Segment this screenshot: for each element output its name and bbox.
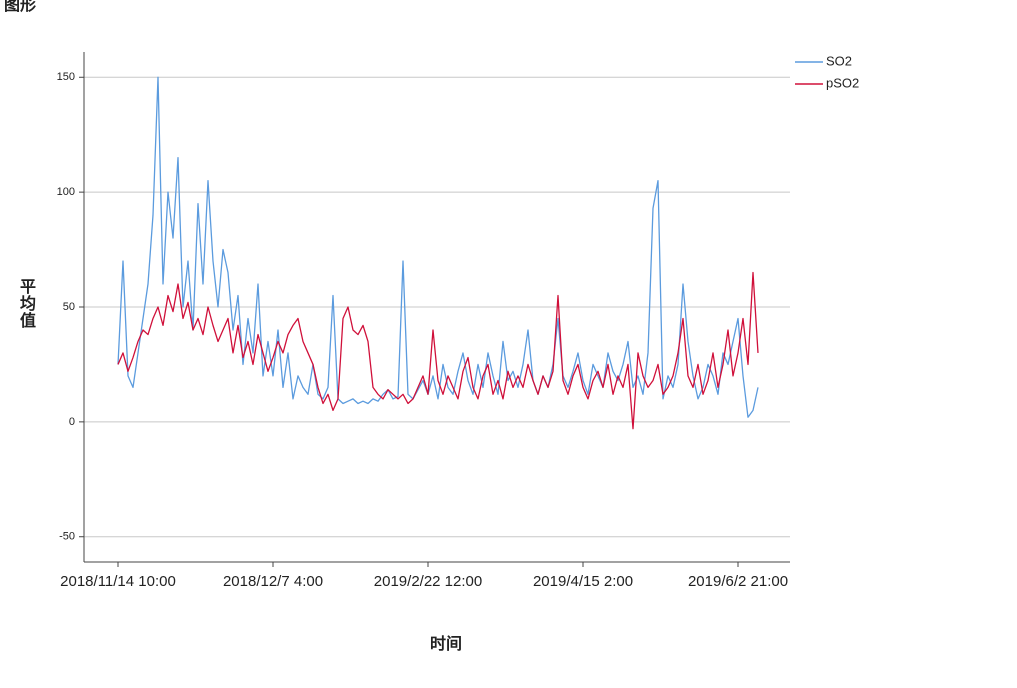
x-axis-label: 时间 xyxy=(430,634,462,653)
y-tick-label: -50 xyxy=(59,531,75,543)
x-tick-label: 2018/12/7 4:00 xyxy=(223,573,323,590)
legend-label: SO2 xyxy=(826,53,852,68)
x-tick-label: 2019/2/22 12:00 xyxy=(374,573,482,590)
y-axis-label: 平均值 xyxy=(20,278,36,330)
x-tick-label: 2019/6/2 21:00 xyxy=(688,573,788,590)
y-tick-label: 100 xyxy=(57,186,75,198)
y-tick-label: 150 xyxy=(57,71,75,83)
legend-label: pSO2 xyxy=(826,75,859,90)
y-tick-label: 0 xyxy=(69,416,75,428)
x-tick-label: 2019/4/15 2:00 xyxy=(533,573,633,590)
page-title: 图形 xyxy=(4,0,36,14)
series-line xyxy=(117,271,759,430)
series-line xyxy=(117,76,759,418)
x-tick-label: 2018/11/14 10:00 xyxy=(60,573,176,590)
y-tick-label: 50 xyxy=(63,301,75,313)
